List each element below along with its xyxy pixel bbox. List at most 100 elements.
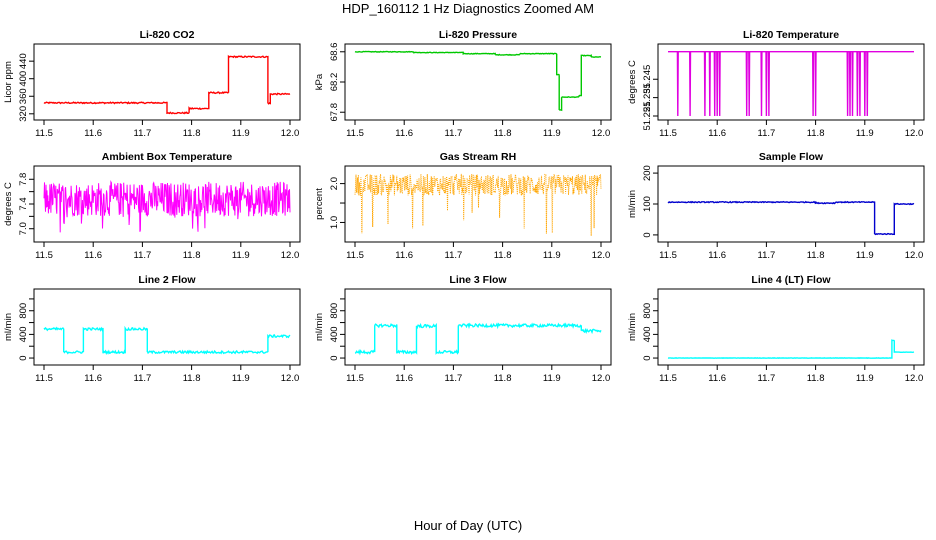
x-tick-label: 11.9 — [543, 128, 561, 139]
x-tick-label: 12.0 — [281, 250, 300, 261]
x-tick-label: 11.8 — [183, 250, 201, 261]
x-tick-label: 11.8 — [494, 250, 512, 261]
series-line — [668, 51, 914, 117]
series-line — [667, 339, 915, 359]
series-line — [354, 50, 602, 112]
y-tick-label: 51.245 — [642, 65, 653, 94]
series-line — [43, 325, 291, 356]
x-tick-label: 11.8 — [494, 373, 512, 384]
y-tick-label: 51.225 — [642, 101, 653, 130]
x-tick-label: 11.5 — [35, 128, 53, 139]
panel-2: Li-820 Pressure 11.5 11.6 11.7 11.8 11.9 12.0 6… — [314, 29, 612, 139]
x-tick-label: 11.6 — [708, 373, 726, 384]
panel-title: Line 4 (LT) Flow — [751, 274, 831, 286]
y-tick-label: 2.0 — [329, 177, 340, 190]
y-tick-label: 0 — [642, 355, 653, 360]
panel-7: Line 2 Flow 11.5 11.6 11.7 11.8 11.9 12.0 0 400 8… — [3, 274, 301, 384]
x-tick-label: 11.7 — [445, 128, 463, 139]
x-tick-label: 11.6 — [84, 128, 102, 139]
x-tick-label: 11.8 — [183, 128, 201, 139]
y-axis-label: degrees C — [3, 182, 14, 226]
panel-6: Sample Flow 11.5 11.6 11.7 11.8 11.9 12.0 0 100 2… — [627, 151, 925, 261]
y-tick-label: 360 — [18, 88, 29, 104]
x-tick-label: 11.5 — [659, 373, 677, 384]
plot-frame — [33, 288, 301, 366]
plot-frame — [657, 43, 925, 121]
x-tick-label: 11.5 — [659, 250, 677, 261]
panel-3: Li-820 Temperature 11.5 11.6 11.7 11.8 11.9 12… — [627, 29, 925, 139]
y-tick-label: 0 — [18, 355, 29, 360]
y-tick-label: 68.2 — [329, 73, 340, 92]
x-tick-label: 11.7 — [758, 128, 776, 139]
x-tick-label: 12.0 — [592, 373, 611, 384]
plot-frame — [33, 43, 301, 121]
y-axis-label: degrees C — [627, 60, 638, 104]
y-axis-label: ml/min — [3, 313, 14, 341]
x-tick-label: 11.5 — [346, 128, 364, 139]
panel-8: Line 3 Flow 11.5 11.6 11.7 11.8 11.9 12.0 0 400 8… — [314, 274, 612, 384]
x-tick-label: 11.8 — [807, 128, 825, 139]
y-tick-label: 800 — [329, 303, 340, 319]
y-tick-label: 0 — [642, 232, 653, 237]
y-tick-label: 440 — [18, 53, 29, 69]
x-tick-label: 11.7 — [758, 250, 776, 261]
x-axis-title: Hour of Day (UTC) — [413, 518, 523, 533]
x-tick-label: 12.0 — [592, 128, 611, 139]
panel-title: Li-820 CO2 — [140, 29, 195, 41]
panel-title: Sample Flow — [759, 151, 824, 163]
y-axis-label: ml/min — [314, 313, 325, 341]
x-tick-label: 12.0 — [281, 373, 300, 384]
panel-title: Li-820 Temperature — [743, 29, 839, 41]
plot-frame — [344, 165, 612, 243]
x-tick-label: 11.5 — [35, 250, 53, 261]
y-tick-label: 7.0 — [18, 222, 29, 235]
figure-title: HDP_160112 1 Hz Diagnostics Zoomed AM — [342, 1, 594, 16]
y-tick-label: 1.0 — [329, 216, 340, 229]
y-tick-label: 800 — [18, 303, 29, 319]
y-tick-label: 100 — [642, 196, 653, 212]
y-tick-label: 7.8 — [18, 173, 29, 186]
x-tick-label: 11.7 — [134, 373, 152, 384]
y-tick-label: 7.4 — [18, 197, 29, 210]
panel-title: Ambient Box Temperature — [102, 151, 233, 163]
series-line — [43, 180, 291, 233]
x-tick-label: 11.7 — [445, 250, 463, 261]
x-tick-label: 11.9 — [543, 373, 561, 384]
y-axis-label: ml/min — [627, 190, 638, 218]
x-tick-label: 11.6 — [84, 373, 102, 384]
series-line — [354, 172, 602, 236]
y-tick-label: 51.235 — [642, 83, 653, 112]
y-tick-label: 68.6 — [329, 43, 340, 62]
x-tick-label: 11.8 — [807, 373, 825, 384]
panel-4: Ambient Box Temperature 11.5 11.6 11.7 11.8 1… — [3, 151, 301, 261]
panel-title: Line 2 Flow — [138, 274, 196, 286]
x-tick-label: 11.5 — [659, 128, 677, 139]
x-tick-label: 11.6 — [708, 250, 726, 261]
plot-frame — [344, 288, 612, 366]
panel-5: Gas Stream RH 11.5 11.6 11.7 11.8 11.9 12.0 1.0… — [314, 151, 612, 261]
x-tick-label: 12.0 — [905, 373, 924, 384]
y-tick-label: 400 — [18, 71, 29, 87]
x-tick-label: 11.9 — [232, 250, 250, 261]
x-tick-label: 11.7 — [134, 250, 152, 261]
x-tick-label: 11.6 — [395, 250, 413, 261]
x-tick-label: 12.0 — [905, 250, 924, 261]
x-tick-label: 11.9 — [232, 128, 250, 139]
y-axis-label: ml/min — [627, 313, 638, 341]
x-tick-label: 12.0 — [592, 250, 611, 261]
y-tick-label: 200 — [642, 165, 653, 181]
x-tick-label: 11.7 — [758, 373, 776, 384]
x-tick-label: 11.6 — [395, 128, 413, 139]
series-line — [354, 322, 602, 356]
panel-title: Line 3 Flow — [449, 274, 507, 286]
series-line — [667, 200, 915, 236]
x-tick-label: 11.8 — [494, 128, 512, 139]
plot-frame — [344, 43, 612, 121]
y-tick-label: 400 — [18, 326, 29, 342]
y-tick-label: 400 — [642, 326, 653, 342]
x-tick-label: 11.6 — [84, 250, 102, 261]
x-tick-label: 11.9 — [856, 373, 874, 384]
y-axis-label: kPa — [314, 73, 325, 90]
y-tick-label: 400 — [329, 326, 340, 342]
